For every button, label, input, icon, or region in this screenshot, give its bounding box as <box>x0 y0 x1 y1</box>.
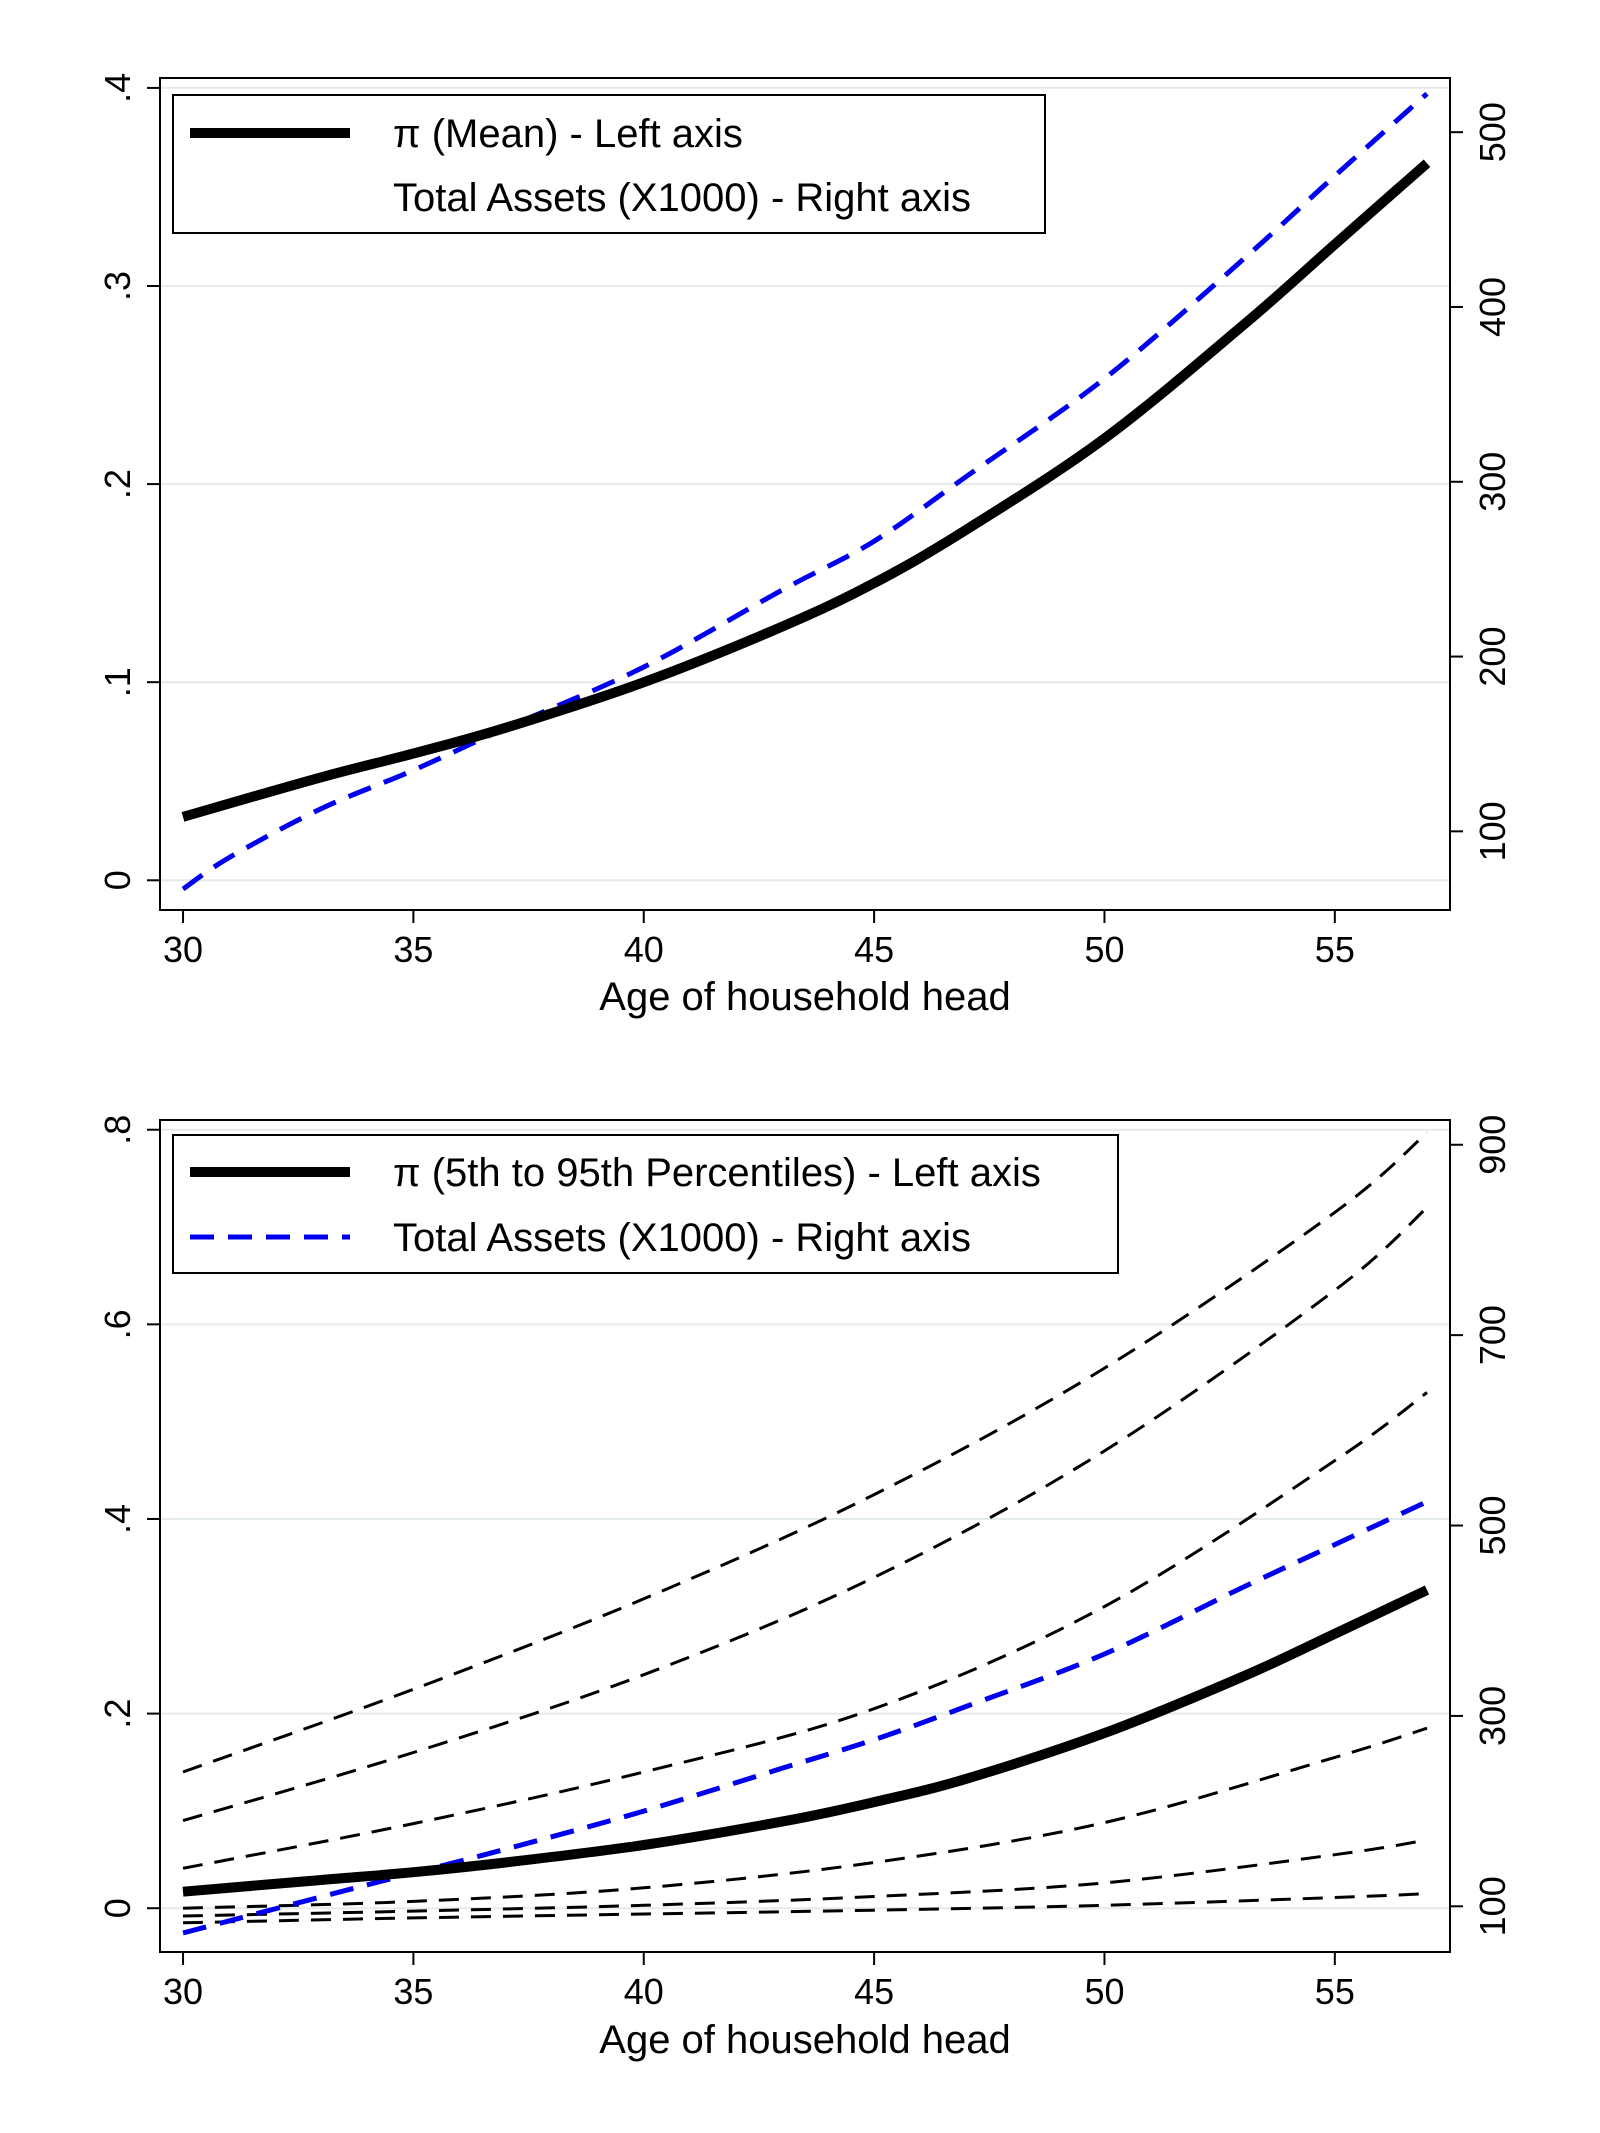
top-x-tick-label: 30 <box>163 929 203 970</box>
top-legend: π (Mean) - Left axis Total Assets (X1000… <box>172 94 1046 234</box>
top-x-tick-label: 50 <box>1084 929 1124 970</box>
bottom-y-right-tick-label: 900 <box>1472 1115 1513 1175</box>
top-x-axis-title: Age of household head <box>599 975 1010 1019</box>
bottom-y-left-tick-label: .2 <box>97 1699 138 1729</box>
top-y-left-tick-label: .2 <box>97 469 138 499</box>
bottom-x-tick-label: 40 <box>624 1971 664 2012</box>
bottom-series-percentile-6 <box>182 1838 1428 1918</box>
top-chart: 30 35 40 45 50 55 0 .1 .2 .3 .4 100 200 300 400 500 Age… <box>97 73 1513 1019</box>
bottom-series-percentile-3 <box>182 1206 1429 1823</box>
bottom-series-percentile-2 <box>182 1131 1428 1774</box>
bottom-x-tick-label: 45 <box>854 1971 894 2012</box>
bottom-y-left-tick-label: .8 <box>97 1115 138 1145</box>
bottom-legend-label-total-assets: Total Assets (X1000) - Right axis <box>393 1216 971 1260</box>
bottom-series-percentile-7 <box>182 1892 1428 1925</box>
bottom-x-tick-label: 35 <box>393 1971 433 2012</box>
bottom-plot-area <box>159 1119 1451 1953</box>
bottom-y-left-tick-label: 0 <box>97 1898 138 1918</box>
bottom-y-left-tick-label: .4 <box>97 1504 138 1534</box>
top-legend-box <box>172 94 1046 234</box>
bottom-x-tick-label: 50 <box>1084 1971 1124 2012</box>
bottom-series-percentile-5 <box>182 1726 1428 1910</box>
top-legend-label-total-assets: Total Assets (X1000) - Right axis <box>393 176 971 220</box>
bottom-series-percentile-4 <box>182 1391 1428 1870</box>
bottom-series-pi <box>182 1585 1430 1897</box>
top-plot-area <box>159 77 1451 911</box>
top-x-tick-label: 35 <box>393 929 433 970</box>
top-y-left-tick-label: .4 <box>97 73 138 103</box>
bottom-chart: 30 35 40 45 50 55 0 .2 .4 .6 .8 100 300 500 700 900 Age… <box>97 1115 1513 2062</box>
bottom-legend-box <box>172 1134 1119 1274</box>
top-series-total-assets <box>181 91 1429 892</box>
bottom-legend-label-pi-percentiles: π (5th to 95th Percentiles) - Left axis <box>393 1151 1041 1195</box>
top-y-right-tick-label: 500 <box>1472 102 1513 162</box>
top-legend-label-pi-mean: π (Mean) - Left axis <box>393 112 743 156</box>
bottom-y-right-tick-label: 100 <box>1472 1876 1513 1936</box>
top-series-pi <box>181 159 1431 822</box>
bottom-y-left-tick-label: .6 <box>97 1309 138 1339</box>
top-y-right-tick-label: 300 <box>1472 452 1513 512</box>
top-y-left-tick-label: 0 <box>97 870 138 890</box>
bottom-x-tick-label: 55 <box>1315 1971 1355 2012</box>
top-y-right-tick-label: 100 <box>1472 801 1513 861</box>
bottom-y-right-tick-label: 300 <box>1472 1686 1513 1746</box>
bottom-x-tick-label: 30 <box>163 1971 203 2012</box>
bottom-y-right-tick-label: 500 <box>1472 1495 1513 1555</box>
bottom-y-right-tick-label: 700 <box>1472 1305 1513 1365</box>
top-y-left-tick-label: .3 <box>97 271 138 301</box>
top-y-right-tick-label: 400 <box>1472 277 1513 337</box>
top-y-right-tick-label: 200 <box>1472 627 1513 687</box>
top-x-tick-label: 45 <box>854 929 894 970</box>
bottom-legend: π (5th to 95th Percentiles) - Left axis … <box>172 1134 1119 1274</box>
bottom-x-axis-title: Age of household head <box>599 2018 1010 2062</box>
top-x-tick-label: 40 <box>624 929 664 970</box>
top-x-tick-label: 55 <box>1315 929 1355 970</box>
top-y-left-tick-label: .1 <box>97 667 138 697</box>
